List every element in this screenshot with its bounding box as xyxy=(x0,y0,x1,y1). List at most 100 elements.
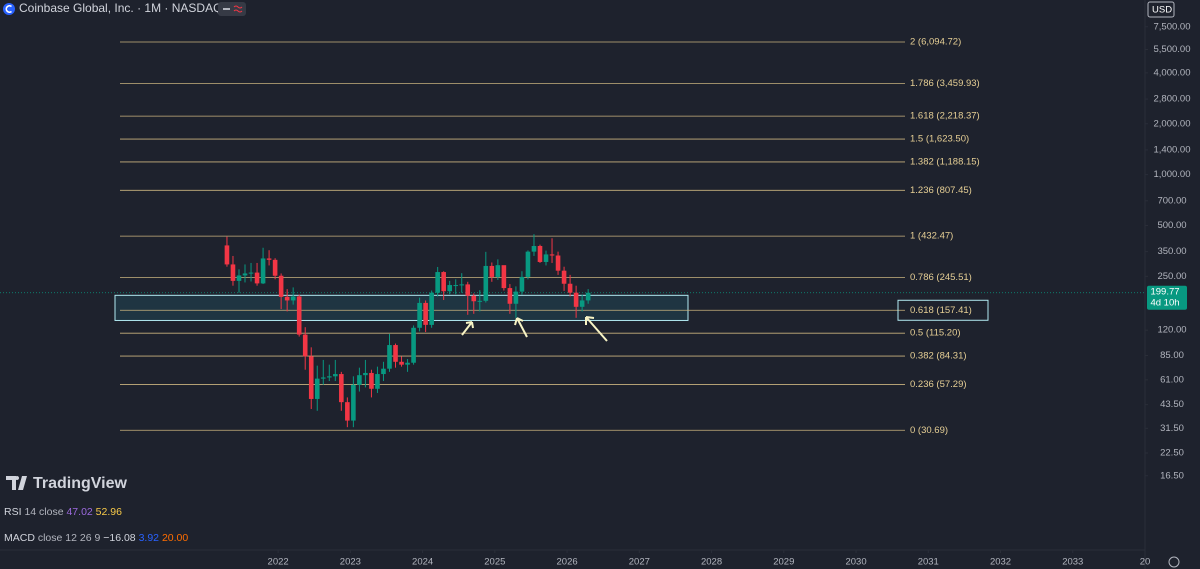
y-tick-label: 1,000.00 xyxy=(1154,169,1191,180)
candle-body xyxy=(489,265,495,277)
badge-icon xyxy=(223,8,230,10)
candle-body xyxy=(429,292,434,325)
y-tick-label: 700.00 xyxy=(1157,195,1186,206)
price-axis-area xyxy=(1145,0,1200,569)
logo-mark xyxy=(6,476,27,490)
indicator-legend[interactable]: RSI 14 close 47.02 52.96 xyxy=(4,506,122,518)
candle-body xyxy=(537,245,543,262)
indicator-value: −16.08 xyxy=(103,532,136,544)
candle-body xyxy=(531,245,537,252)
indicator-value: 47.02 xyxy=(66,506,92,518)
candle-body xyxy=(326,376,332,378)
candle-body xyxy=(230,264,236,281)
x-tick-label: 2022 xyxy=(268,557,289,568)
indicator-name: MACD xyxy=(4,532,35,544)
candle-body xyxy=(441,272,446,292)
candle-body xyxy=(254,272,260,284)
candle-body xyxy=(363,372,368,376)
y-tick-label: 1,400.00 xyxy=(1154,144,1191,155)
fib-label: 1 (432.47) xyxy=(910,231,953,242)
candle-body xyxy=(561,270,567,284)
candle-body xyxy=(567,283,573,293)
candle-body xyxy=(453,285,459,287)
y-tick-label: 7,500.00 xyxy=(1154,21,1191,32)
fib-label: 0.786 (245.51) xyxy=(910,272,972,283)
y-tick-label: 250.00 xyxy=(1157,271,1186,282)
arrow xyxy=(514,317,528,338)
y-tick-label: 120.00 xyxy=(1157,325,1186,336)
x-tick-label: 2027 xyxy=(629,557,650,568)
candle-body xyxy=(573,292,579,307)
support-zone xyxy=(114,294,689,321)
indicator-value: 3.92 xyxy=(139,532,160,544)
candle-body xyxy=(477,300,483,302)
y-tick-label: 2,000.00 xyxy=(1154,118,1191,129)
y-tick-label: 61.00 xyxy=(1160,374,1184,385)
candle-body xyxy=(314,378,320,399)
y-tick-label: 16.50 xyxy=(1160,470,1184,481)
x-tick-label: 2023 xyxy=(340,557,361,568)
candle-body xyxy=(375,374,380,389)
x-tick-label: 2031 xyxy=(918,557,939,568)
arrow xyxy=(585,316,608,342)
fib-label-box xyxy=(897,299,989,321)
candle-body xyxy=(459,284,465,286)
candle-body xyxy=(387,345,392,369)
fib-label: 0.5 (115.20) xyxy=(910,328,961,339)
last-price-box xyxy=(1147,285,1187,310)
last-price-label: 199.77 xyxy=(1150,286,1179,297)
fib-label: 0.236 (57.29) xyxy=(910,379,967,390)
indicator-params: 14 close xyxy=(24,506,63,518)
indicator-legend[interactable]: MACD close 12 26 9 −16.08 3.92 20.00 xyxy=(4,532,188,544)
symbol-icon-glyph xyxy=(5,5,12,13)
candle-body xyxy=(393,345,398,362)
candle-body xyxy=(345,402,350,421)
currency-box[interactable] xyxy=(1147,1,1175,18)
candle-body xyxy=(435,272,440,293)
symbol-title[interactable]: Coinbase Global, Inc. · 1M · NASDAQ xyxy=(19,1,222,15)
candle-body xyxy=(278,275,284,297)
candle-body xyxy=(290,296,296,301)
currency[interactable]: USD xyxy=(1152,5,1172,16)
x-tick-label: 2025 xyxy=(484,557,505,568)
x-tick-label: 2030 xyxy=(845,557,866,568)
fib-label: 1.382 (1,188.15) xyxy=(910,156,980,167)
candle-body xyxy=(242,273,248,276)
candle-body xyxy=(519,276,525,292)
y-tick-label: 2,800.00 xyxy=(1154,94,1191,105)
status-badge[interactable] xyxy=(218,2,246,16)
candle-body xyxy=(405,362,410,365)
candle-body xyxy=(320,377,326,379)
settings-icon[interactable] xyxy=(1168,556,1180,568)
candle-body xyxy=(302,334,308,357)
x-tick-label: 2032 xyxy=(990,557,1011,568)
candle-body xyxy=(381,368,386,375)
candle-body xyxy=(483,265,489,301)
candle-body xyxy=(260,258,266,284)
y-tick-label: 22.50 xyxy=(1160,448,1184,459)
symbol-icon[interactable] xyxy=(3,3,15,15)
x-tick-label: 2028 xyxy=(701,557,722,568)
candle-body xyxy=(471,295,477,302)
x-tick-label: 20 xyxy=(1140,557,1151,568)
candle-body xyxy=(236,275,242,281)
y-tick-label: 350.00 xyxy=(1157,246,1186,257)
indicator-name: RSI xyxy=(4,506,22,518)
candle-body xyxy=(351,384,356,421)
y-tick-label: 43.50 xyxy=(1160,399,1184,410)
candle-body xyxy=(357,375,362,385)
logo-text: TradingView xyxy=(33,475,128,492)
candle-body xyxy=(224,245,230,265)
indicator-value: 52.96 xyxy=(96,506,122,518)
candle-body xyxy=(555,255,561,271)
candle-body xyxy=(417,302,422,328)
fib-label: 0 (30.69) xyxy=(910,425,948,436)
fib-label: 1.618 (2,218.37) xyxy=(910,111,980,122)
fib-label: 0.618 (157.41) xyxy=(910,305,972,316)
indicator-value: 20.00 xyxy=(162,532,188,544)
x-tick-label: 2024 xyxy=(412,557,433,568)
candle-body xyxy=(411,327,416,363)
y-tick-label: 5,500.00 xyxy=(1154,44,1191,55)
candle-body xyxy=(495,265,501,277)
